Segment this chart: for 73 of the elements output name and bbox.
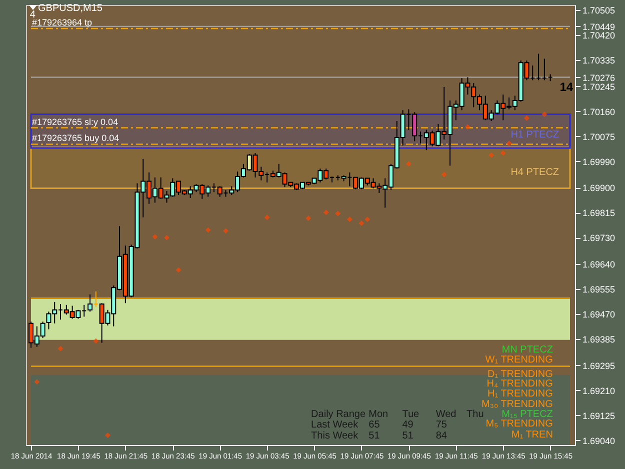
point <box>164 234 170 240</box>
annotation: H₁ TRENDING <box>488 388 554 400</box>
y-tick-label: 1.69815 <box>582 208 616 218</box>
annotation: 14 <box>560 80 574 94</box>
y-tick-label: 1.69730 <box>582 233 616 244</box>
annotation: Tue <box>402 408 420 420</box>
y-tick-label: 1.69555 <box>582 284 616 295</box>
point <box>323 210 329 216</box>
annotation: MN PTECZ <box>502 344 553 356</box>
point <box>364 216 370 222</box>
y-tick-label: 1.69210 <box>582 386 616 396</box>
annotation: M₃₀ TRENDING <box>482 399 554 410</box>
point <box>152 234 158 240</box>
ref-line-label: #179263765 buy 0.04 <box>32 133 120 144</box>
ref-line-label: #179263765 sl:y 0.04 <box>32 116 118 127</box>
y-tick-label: 1.69470 <box>582 310 616 320</box>
annotation: 75 <box>436 420 448 431</box>
band-label: H1 PTECZ <box>510 130 560 141</box>
point <box>542 112 548 118</box>
y-tick-label: 1.69640 <box>582 260 616 270</box>
point <box>441 172 447 178</box>
annotation: Thu <box>466 408 484 420</box>
y-tick-label: 1.70335 <box>582 55 616 66</box>
annotation: 51 <box>368 430 380 442</box>
y-tick-label: 1.69125 <box>582 410 616 421</box>
annotation: M₁ TREN <box>511 429 553 440</box>
point <box>58 346 64 352</box>
annotation: W₁ TRENDING <box>485 354 554 366</box>
point <box>406 161 412 167</box>
annotation: Daily Range <box>311 408 366 420</box>
annotation: Mon <box>368 408 388 420</box>
annotation: 84 <box>436 430 448 442</box>
point <box>93 338 99 344</box>
y-tick-label: 1.69990 <box>582 156 616 167</box>
annotation: 51 <box>402 430 414 442</box>
chart-title: GBPUSD,M15 <box>38 2 103 14</box>
y-tick-label: 1.70505 <box>582 5 616 16</box>
point <box>335 210 341 216</box>
y-tick-label: 1.70245 <box>582 82 616 92</box>
point <box>488 152 494 158</box>
point <box>34 379 40 385</box>
annotation: D₁ TRENDING <box>488 368 554 380</box>
y-tick-label: 1.70449 <box>582 22 616 32</box>
point <box>346 216 352 222</box>
point <box>223 228 228 234</box>
point <box>104 432 110 438</box>
y-tick-label: 1.69900 <box>582 183 616 194</box>
point <box>358 220 364 226</box>
annotation: H₄ TRENDING <box>486 378 554 390</box>
y-tick-label: 1.70075 <box>582 132 616 142</box>
point <box>500 150 506 156</box>
point <box>176 267 182 273</box>
point <box>464 124 470 130</box>
point <box>205 227 211 233</box>
point <box>524 115 530 121</box>
point <box>506 140 512 146</box>
annotation: M₅ TRENDING <box>486 418 554 430</box>
annotation: This Week <box>311 430 360 442</box>
y-tick-label: 1.70420 <box>582 30 616 40</box>
candlestick <box>88 294 93 312</box>
y-tick-label: 1.69385 <box>582 334 616 344</box>
annotation: 65 <box>368 420 380 431</box>
annotation: 49 <box>402 420 414 431</box>
point <box>264 214 270 220</box>
y-tick-label: 1.70276 <box>582 72 616 83</box>
y-tick-label: 1.69040 <box>582 436 616 446</box>
annotation: M₁₅ PTECZ <box>502 408 553 420</box>
y-tick-label: 1.69295 <box>582 360 616 371</box>
band-label: H4 PTECZ <box>510 166 560 178</box>
point <box>306 216 312 221</box>
annotation: Last Week <box>311 420 360 431</box>
annotation: Wed <box>436 408 456 420</box>
y-tick-label: 1.70160 <box>582 106 616 117</box>
